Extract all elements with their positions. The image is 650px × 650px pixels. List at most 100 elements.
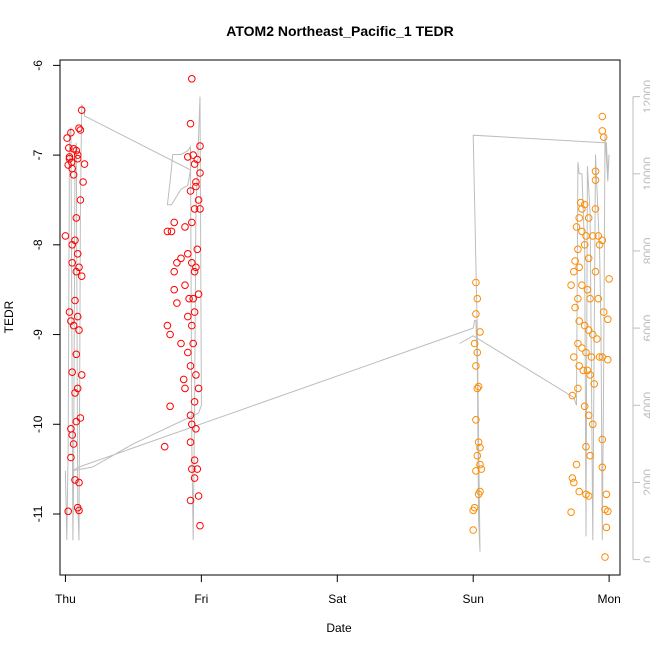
data-point <box>192 425 200 433</box>
data-point <box>591 167 600 176</box>
altitude-tick-label: 0 <box>641 556 650 563</box>
data-point <box>194 196 203 204</box>
data-point <box>65 308 74 316</box>
data-point <box>586 294 594 303</box>
data-point <box>76 126 85 134</box>
data-point <box>602 523 611 532</box>
data-point <box>188 259 196 267</box>
data-point <box>575 487 584 496</box>
data-point <box>196 142 204 150</box>
data-point <box>575 214 584 222</box>
data-point <box>598 435 607 444</box>
data-point <box>170 267 178 276</box>
data-point <box>186 411 195 420</box>
data-point <box>586 371 594 379</box>
data-point <box>476 460 484 469</box>
data-point <box>579 366 588 375</box>
data-point <box>575 263 584 272</box>
altitude-trace <box>64 96 610 552</box>
data-point <box>77 106 86 114</box>
data-point <box>188 321 196 330</box>
data-point <box>578 281 586 290</box>
data-point <box>186 438 195 447</box>
data-point <box>578 344 586 352</box>
data-point <box>75 478 83 487</box>
data-point <box>73 154 82 163</box>
x-tick-label: Sun <box>463 592 484 606</box>
data-point <box>80 160 89 168</box>
data-point <box>598 127 607 135</box>
y-axis: -11 -10 -9 -8 -7 -6 <box>31 60 60 522</box>
data-point <box>189 339 197 348</box>
data-point <box>476 328 484 336</box>
data-point <box>67 128 75 137</box>
data-point <box>186 119 195 128</box>
x-tick-label: Thu <box>55 592 76 606</box>
data-point <box>188 420 196 429</box>
data-point <box>184 348 192 357</box>
data-point <box>177 339 185 348</box>
data-point <box>61 232 70 240</box>
data-point <box>599 308 608 316</box>
data-point <box>472 310 480 318</box>
data-point <box>572 460 581 469</box>
data-point <box>76 414 85 422</box>
plot-frame <box>59 59 621 576</box>
data-point <box>192 263 200 272</box>
data-point <box>72 146 81 155</box>
data-point <box>472 362 480 370</box>
data-point <box>599 133 608 141</box>
data-point <box>181 384 189 393</box>
y-tick-label: -8 <box>31 239 45 250</box>
x-tick-label: Mon <box>597 592 620 606</box>
y-tick-label: -11 <box>31 505 45 522</box>
data-point <box>590 380 599 388</box>
data-point <box>69 171 78 179</box>
data-point <box>69 440 78 448</box>
data-point <box>194 290 203 299</box>
data-point <box>170 285 178 294</box>
data-point <box>167 227 176 236</box>
data-point <box>473 348 482 357</box>
data-point <box>591 176 600 184</box>
data-point <box>192 182 200 191</box>
data-point <box>591 205 600 213</box>
data-point <box>584 326 593 334</box>
data-point <box>584 492 593 500</box>
x-tick-label: Fri <box>194 592 208 606</box>
x-axis-label: Date <box>326 621 352 635</box>
data-point <box>472 278 480 287</box>
data-point <box>189 151 197 159</box>
data-point <box>194 492 203 500</box>
data-point <box>469 526 478 534</box>
data-point <box>604 355 612 364</box>
data-point <box>190 456 199 465</box>
data-point <box>194 384 203 393</box>
data-point <box>589 232 597 240</box>
data-point <box>65 153 74 161</box>
data-point <box>192 178 200 186</box>
data-point <box>567 508 575 517</box>
data-point <box>71 389 79 397</box>
data-point <box>67 453 75 462</box>
data-point <box>181 281 189 290</box>
data-point <box>594 294 603 303</box>
altitude-tick-label: 12000 <box>641 80 650 114</box>
data-point <box>163 321 172 330</box>
data-point <box>196 205 204 213</box>
data-point <box>64 161 72 169</box>
data-point <box>72 350 81 359</box>
data-point <box>583 285 592 294</box>
data-point <box>595 353 604 361</box>
data-point <box>179 375 188 384</box>
data-point <box>593 335 601 343</box>
data-point <box>570 478 578 487</box>
data-point <box>75 326 83 334</box>
data-point <box>68 241 76 249</box>
data-point <box>582 348 590 357</box>
data-point <box>72 267 81 276</box>
data-point <box>574 384 582 393</box>
data-point <box>65 144 73 152</box>
data-point <box>477 465 486 473</box>
data-point <box>598 463 607 472</box>
